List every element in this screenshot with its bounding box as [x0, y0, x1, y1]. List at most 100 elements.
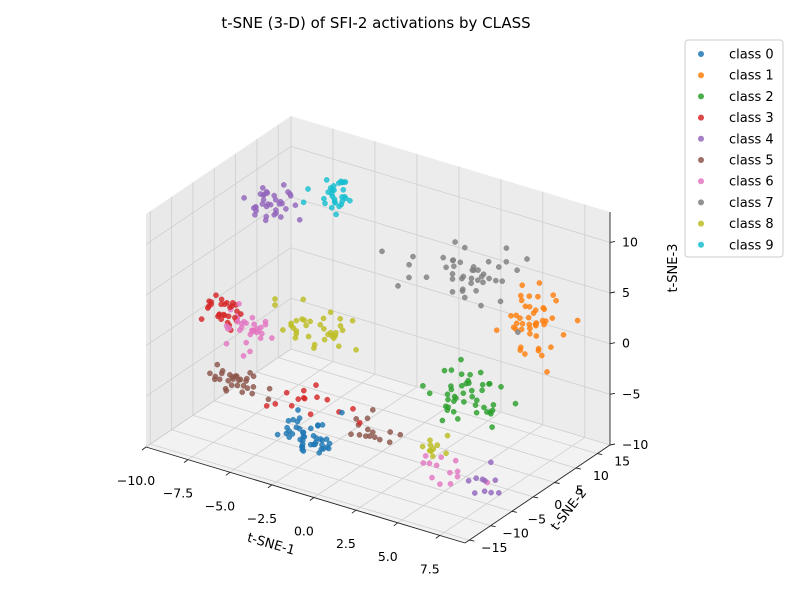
scatter-point-class-8 [429, 453, 436, 460]
scatter-point-class-7 [423, 274, 430, 281]
scatter-point-class-8 [293, 331, 300, 337]
x-tick-label: 5.0 [378, 549, 398, 564]
scatter-point-class-4 [280, 182, 287, 188]
x-tick-mark [141, 446, 147, 451]
legend-marker [698, 93, 704, 100]
scatter-point-class-4 [259, 185, 266, 191]
scatter-point-class-5 [250, 384, 257, 390]
y-tick-mark [554, 482, 560, 484]
y-tick-label: 10 [593, 468, 609, 483]
scatter-point-class-7 [440, 254, 447, 261]
scatter-point-class-3 [225, 313, 232, 320]
scatter-point-class-1 [539, 317, 546, 324]
scatter-point-class-0 [296, 425, 303, 432]
grid-line-x-floor [439, 437, 586, 536]
scatter-point-class-8 [427, 442, 434, 448]
scatter-point-class-4 [465, 477, 472, 484]
scatter-point-class-9 [305, 186, 311, 192]
scatter-point-class-8 [434, 442, 441, 448]
legend-label: class 6 [729, 175, 774, 190]
scatter-point-class-1 [510, 324, 517, 331]
grid-line-z-back [290, 348, 611, 446]
scatter-point-class-5 [214, 361, 221, 368]
legend-marker [698, 135, 704, 142]
grid-line-x-floor [271, 386, 418, 486]
scatter-point-class-7 [468, 275, 475, 282]
scatter-point-class-5 [243, 378, 249, 384]
scatter-point-class-5 [369, 429, 376, 436]
scatter-point-class-7 [514, 267, 520, 274]
scatter-point-class-6 [224, 325, 231, 332]
scatter-point-class-8 [330, 335, 337, 342]
scatter-point-class-2 [488, 410, 494, 417]
scatter-point-class-8 [443, 450, 449, 457]
scatter-point-class-1 [518, 326, 525, 333]
legend-label: class 2 [729, 90, 774, 105]
scatter-point-class-7 [459, 275, 465, 282]
scatter-point-class-6 [454, 468, 461, 475]
scatter-point-class-6 [420, 460, 427, 466]
scatter-point-class-5 [265, 396, 272, 403]
scatter-point-class-3 [324, 396, 331, 403]
scatter-point-class-6 [426, 460, 433, 467]
scatter-point-class-6 [452, 457, 459, 464]
scatter-point-class-6 [251, 321, 257, 328]
x-tick-label: 0.0 [294, 524, 314, 539]
scatter-point-class-1 [544, 369, 550, 375]
grid-line-x-floor [397, 424, 544, 524]
scatter-point-class-2 [451, 393, 458, 400]
scatter-point-class-7 [474, 277, 481, 284]
scatter-point-class-7 [478, 273, 485, 280]
scatter-point-class-4 [277, 198, 284, 205]
legend-marker [698, 72, 704, 79]
scatter-point-class-5 [239, 389, 245, 396]
legend-label: class 7 [729, 196, 774, 211]
x-tick-mark [309, 497, 315, 501]
x-tick-label: −10.0 [117, 473, 155, 488]
scatter-point-class-5 [228, 382, 235, 388]
scatter-point-class-6 [422, 453, 429, 459]
scatter-point-class-9 [325, 189, 332, 195]
scatter-point-class-4 [481, 488, 488, 495]
scatter-point-class-6 [429, 474, 435, 481]
scatter-point-class-7 [497, 298, 504, 305]
legend-frame [684, 39, 784, 258]
scatter-point-class-2 [420, 382, 426, 389]
x-axis-label: t-SNE-1 [245, 531, 296, 559]
grid-line-y-floor [256, 371, 577, 469]
scatter-point-class-2 [489, 424, 495, 430]
scatter-point-class-8 [303, 322, 309, 329]
scatter-point-class-7 [503, 245, 510, 251]
scatter-point-class-3 [283, 389, 290, 396]
legend-label: class 4 [729, 132, 774, 147]
scatter-point-class-7 [395, 283, 401, 289]
scatter-point-class-6 [262, 321, 269, 328]
scatter-point-class-6 [447, 481, 454, 487]
scatter-point-class-7 [459, 288, 466, 294]
x-tick-mark [267, 484, 273, 489]
scatter-point-class-7 [410, 253, 416, 260]
scatter-point-class-6 [241, 318, 247, 325]
left-pane [146, 116, 291, 447]
z-tick-mark [609, 392, 616, 395]
scatter-point-class-0 [319, 422, 326, 428]
scatter-point-class-3 [314, 394, 320, 401]
scatter-point-class-2 [450, 408, 457, 415]
legend-label: class 8 [729, 217, 774, 232]
scatter-point-class-7 [524, 256, 530, 262]
scatter-point-class-5 [362, 433, 369, 439]
scatter-point-class-3 [237, 311, 244, 317]
axis-ticks: −10.0−7.5−5.0−2.50.02.55.07.5−15−10−5051… [117, 234, 649, 576]
grid-line-x-floor [313, 399, 460, 498]
z-tick-label: 10 [622, 234, 638, 249]
grid-line-y-floor [192, 414, 513, 512]
x-tick-label: 7.5 [420, 561, 440, 576]
scatter-point-class-9 [333, 211, 339, 218]
scatter-point-class-8 [317, 321, 324, 328]
scatter-point-class-6 [223, 340, 230, 347]
scatter-point-class-5 [207, 370, 213, 377]
legend-marker [698, 220, 704, 227]
scatter-point-class-8 [337, 323, 344, 329]
legend-marker [698, 114, 704, 121]
